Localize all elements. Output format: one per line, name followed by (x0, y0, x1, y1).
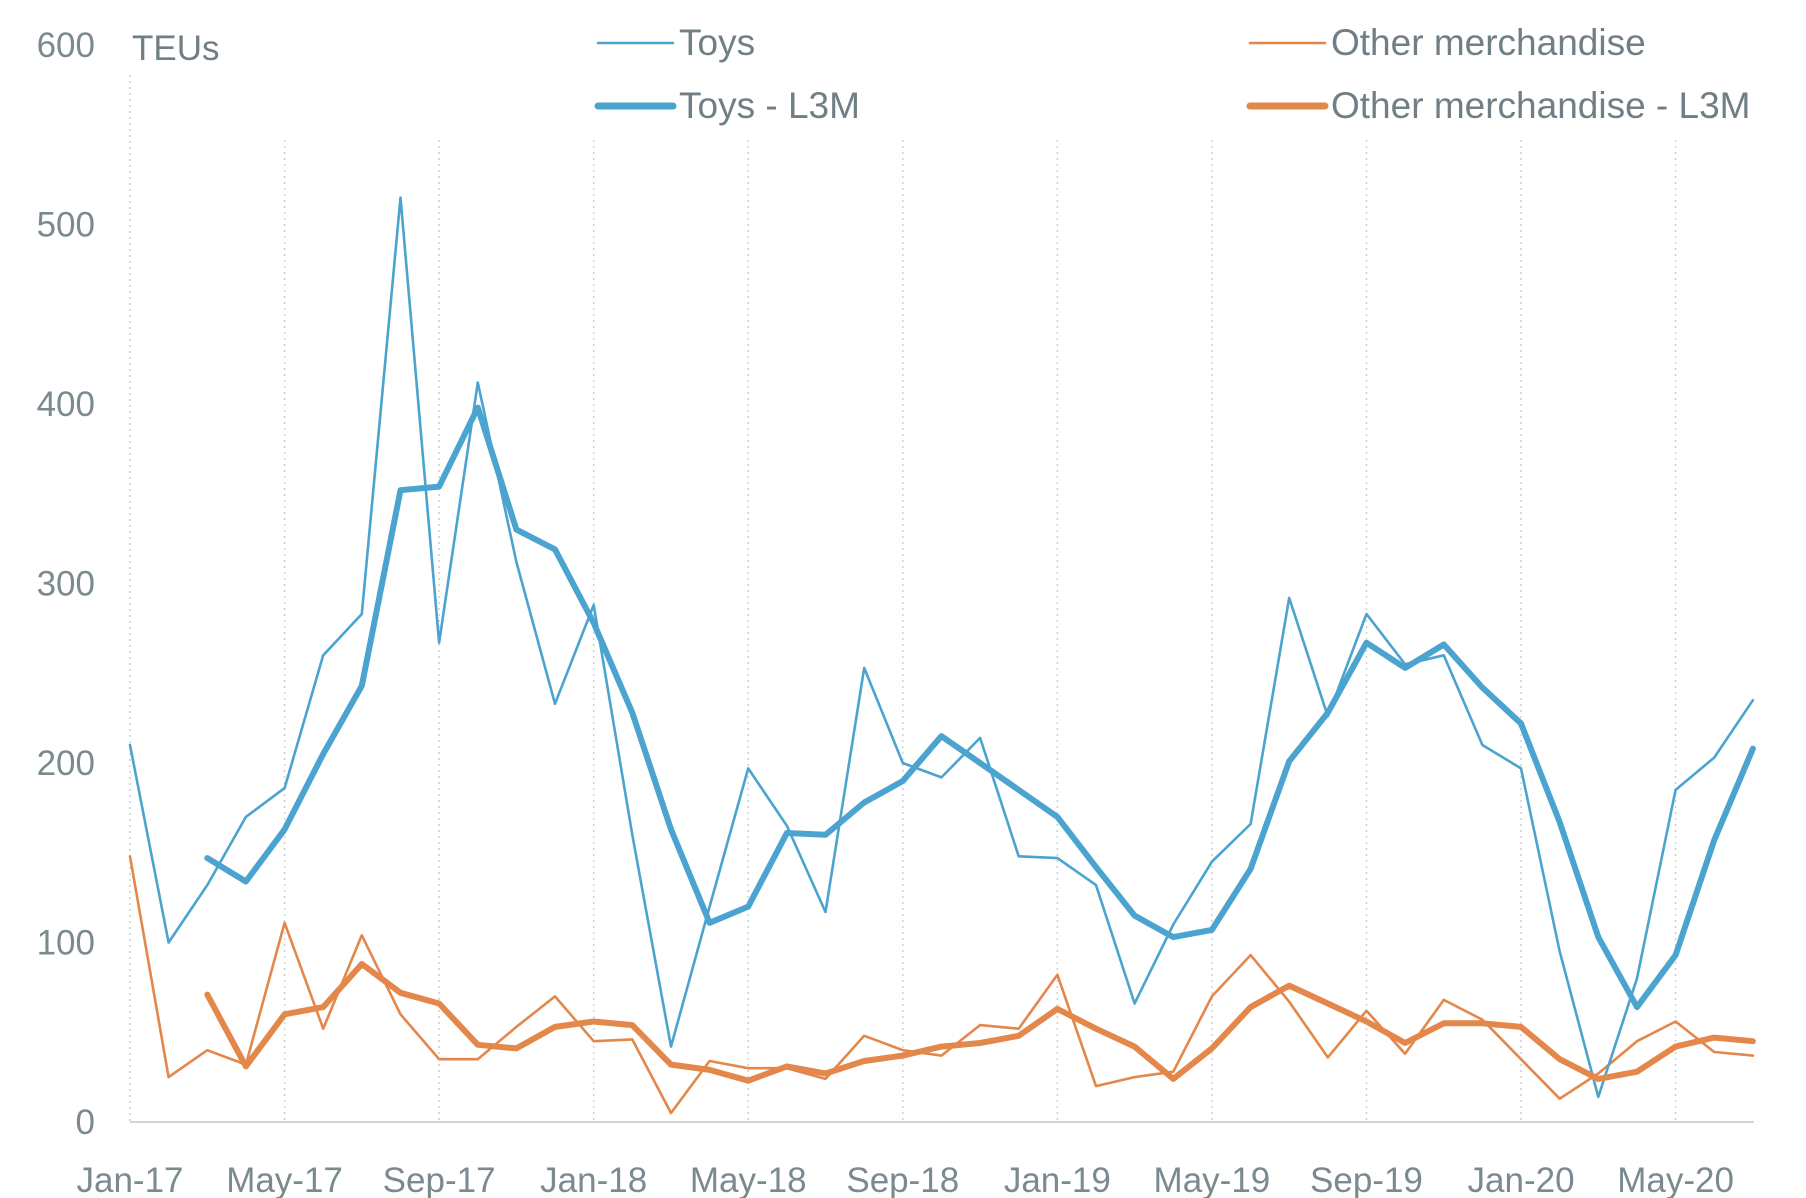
series-line-toys (128, 196, 1755, 1099)
series-line-other-merchandise (128, 855, 1755, 1115)
series-line-toys-l3m (204, 404, 1756, 1011)
y-tick-label: 100 (37, 924, 95, 963)
legend-label: Toys (679, 22, 755, 63)
x-tick-label: Sep-18 (846, 1161, 959, 1198)
y-tick-label: 500 (37, 206, 95, 245)
legend-label: Other merchandise (1331, 22, 1646, 63)
y-tick-label: 400 (37, 385, 95, 424)
y-axis-ticks: 0 100 200 300 400 500 600 (37, 26, 95, 1142)
x-tick-label: Jan-19 (1004, 1161, 1111, 1198)
y-tick-label: 300 (37, 565, 95, 604)
vertical-gridlines (129, 75, 1677, 1122)
x-tick-label: Jan-20 (1468, 1161, 1575, 1198)
x-tick-label: May-19 (1154, 1161, 1271, 1198)
x-tick-label: Jan-18 (540, 1161, 647, 1198)
y-tick-label: 200 (37, 744, 95, 783)
y-axis-unit-label: TEUs (132, 29, 220, 68)
x-tick-label: May-20 (1617, 1161, 1734, 1198)
legend: Toys Other merchandise Toys - L3M Other mer… (594, 22, 1751, 126)
y-tick-label: 600 (37, 26, 95, 65)
x-axis-ticks: Jan-17 May-17 Sep-17 Jan-18 May-18 Sep-18 Jan-… (76, 1161, 1733, 1198)
x-tick-label: May-17 (226, 1161, 343, 1198)
x-tick-label: Sep-17 (383, 1161, 496, 1198)
legend-label: Toys - L3M (679, 85, 860, 126)
x-tick-label: Sep-19 (1310, 1161, 1423, 1198)
y-tick-label: 0 (76, 1103, 95, 1142)
legend-label: Other merchandise - L3M (1331, 85, 1751, 126)
x-tick-label: Jan-17 (76, 1161, 183, 1198)
series-line-other-merchandise-l3m (204, 961, 1756, 1084)
x-tick-label: May-18 (690, 1161, 807, 1198)
series-lines (128, 196, 1756, 1115)
